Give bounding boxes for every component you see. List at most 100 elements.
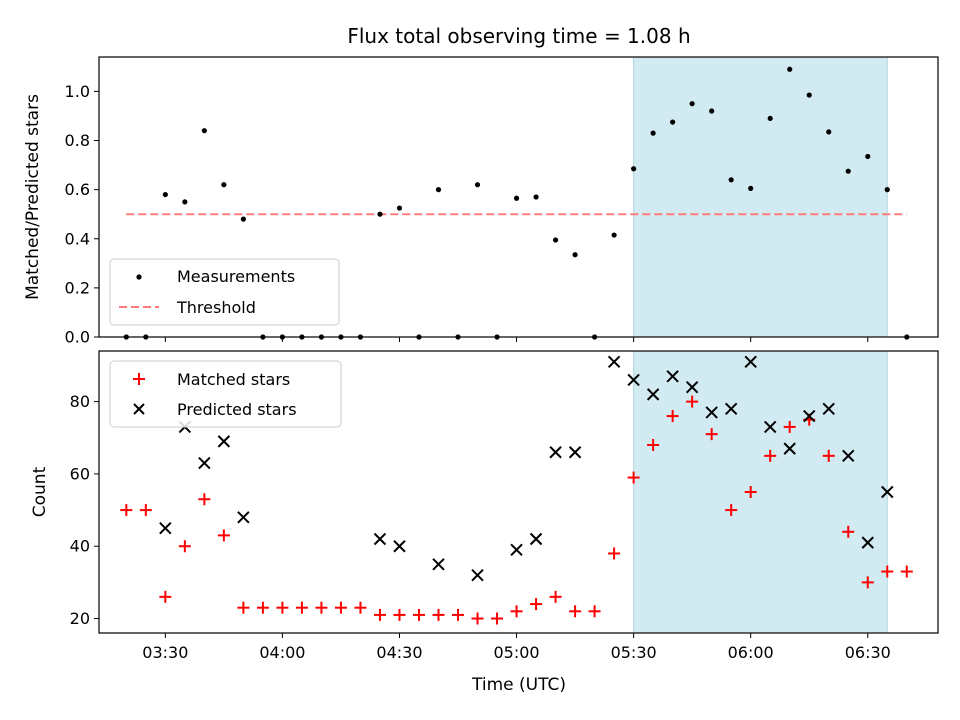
top-legend: Measurements Threshold bbox=[109, 258, 340, 326]
bottom-y-axis-label: Count bbox=[30, 466, 50, 517]
bottom-y-tick-label: 40 bbox=[70, 537, 90, 556]
x-tick-label: 05:30 bbox=[611, 643, 657, 662]
predicted-star-point bbox=[607, 355, 621, 369]
measurement-point bbox=[845, 168, 851, 174]
top-y-axis-label: Matched/Predicted stars bbox=[23, 94, 43, 300]
predicted-star-point bbox=[666, 370, 679, 383]
bottom-markers bbox=[120, 355, 913, 625]
predicted-star-point bbox=[685, 380, 699, 394]
measurement-point bbox=[572, 252, 578, 258]
x-tick-label: 06:00 bbox=[728, 643, 774, 662]
top-y-tick-label: 0.8 bbox=[65, 131, 90, 150]
matched-star-point bbox=[491, 612, 504, 625]
bottom-legend: Matched stars Predicted stars bbox=[109, 360, 342, 428]
measurement-point bbox=[709, 108, 715, 114]
matched-star-point bbox=[295, 601, 308, 614]
matched-star-point bbox=[178, 540, 191, 553]
measurement-point bbox=[474, 182, 481, 188]
predicted-star-point bbox=[432, 558, 445, 571]
predicted-star-point bbox=[549, 446, 562, 459]
matched-star-point bbox=[432, 608, 445, 621]
measurement-point bbox=[552, 237, 559, 243]
predicted-star-point bbox=[803, 409, 816, 423]
matched-star-point bbox=[217, 529, 230, 542]
matched-star-point bbox=[549, 590, 562, 603]
predicted-star-point bbox=[744, 355, 757, 369]
measurement-point bbox=[670, 119, 676, 125]
top-axes-frame bbox=[98, 56, 939, 338]
predicted-star-point bbox=[783, 442, 796, 455]
matched-star-point bbox=[588, 605, 601, 618]
predicted-star-point bbox=[237, 511, 250, 524]
measurement-point bbox=[689, 101, 695, 107]
top-y-tick-label: 0.4 bbox=[65, 229, 90, 248]
predicted-star-point bbox=[646, 388, 660, 401]
matched-star-point bbox=[647, 439, 660, 451]
matched-star-point bbox=[120, 504, 133, 517]
predicted-star-point bbox=[842, 449, 855, 463]
measurement-point bbox=[377, 211, 383, 217]
bottom-axes-frame bbox=[98, 350, 939, 634]
matched-star-point bbox=[276, 601, 289, 614]
measurement-point bbox=[806, 92, 812, 98]
legend-predicted-marker bbox=[133, 403, 145, 415]
predicted-star-point bbox=[763, 420, 777, 434]
measurement-point bbox=[221, 182, 227, 188]
legend-matched-marker bbox=[133, 373, 145, 385]
matched-star-point bbox=[900, 565, 913, 578]
matched-star-point bbox=[452, 608, 465, 621]
measurement-point bbox=[650, 130, 656, 136]
matched-star-point bbox=[783, 420, 796, 433]
matched-star-point bbox=[256, 601, 269, 614]
matched-star-point bbox=[569, 605, 582, 618]
matched-star-point bbox=[627, 471, 640, 484]
predicted-star-point bbox=[861, 536, 874, 549]
measurement-point bbox=[748, 185, 754, 192]
matched-star-point bbox=[530, 598, 543, 611]
measurement-point bbox=[884, 187, 890, 193]
matched-star-point bbox=[705, 428, 718, 441]
bottom-highlight-span bbox=[633, 350, 888, 634]
matched-star-point bbox=[412, 608, 425, 621]
matched-star-point bbox=[354, 601, 367, 614]
measurement-point bbox=[767, 115, 773, 122]
x-axis-label: Time (UTC) bbox=[471, 675, 566, 695]
predicted-star-point bbox=[627, 373, 640, 387]
matched-star-point bbox=[764, 449, 777, 462]
matched-star-point bbox=[373, 608, 386, 621]
matched-star-point bbox=[881, 565, 894, 578]
predicted-star-point bbox=[471, 568, 484, 582]
predicted-star-point bbox=[217, 435, 231, 448]
bottom-y-tick-label: 80 bbox=[70, 392, 90, 411]
matched-star-point bbox=[315, 601, 328, 614]
measurement-point bbox=[533, 194, 539, 200]
measurement-point bbox=[240, 216, 246, 222]
measurement-point bbox=[162, 191, 168, 198]
matched-star-point bbox=[744, 486, 757, 498]
top-y-ticks: 0.0 0.2 0.4 0.6 0.8 1.0 bbox=[65, 82, 99, 347]
matched-star-point bbox=[159, 590, 172, 603]
predicted-star-point bbox=[159, 521, 172, 535]
matched-star-point bbox=[666, 410, 679, 423]
matched-star-point bbox=[237, 601, 250, 614]
measurement-point bbox=[611, 232, 617, 238]
top-y-tick-label: 1.0 bbox=[65, 82, 90, 101]
bottom-y-tick-label: 60 bbox=[70, 464, 90, 483]
top-x-ticks bbox=[164, 337, 869, 342]
bottom-y-ticks: 20 40 60 80 bbox=[70, 392, 99, 628]
measurement-point bbox=[396, 205, 403, 211]
measurement-point bbox=[182, 199, 188, 205]
top-legend-box bbox=[109, 258, 340, 326]
predicted-star-point bbox=[529, 532, 543, 546]
top-y-tick-label: 0.2 bbox=[65, 278, 90, 297]
measurement-point bbox=[787, 66, 793, 72]
predicted-star-point bbox=[198, 456, 211, 470]
measurement-point bbox=[865, 153, 871, 160]
matched-star-point bbox=[608, 547, 621, 560]
matched-star-point bbox=[725, 504, 738, 517]
x-tick-label: 03:30 bbox=[142, 643, 188, 662]
measurement-point bbox=[513, 195, 520, 201]
x-tick-label: 05:00 bbox=[493, 643, 539, 662]
predicted-star-point bbox=[568, 446, 582, 459]
